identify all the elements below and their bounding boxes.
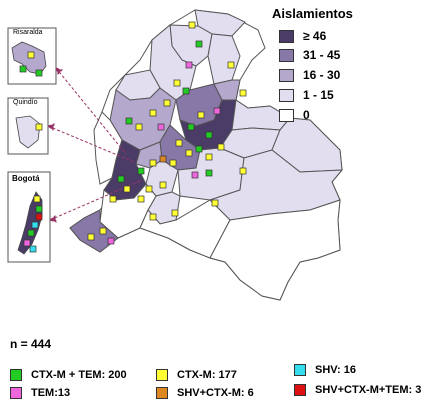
square-marker-icon	[195, 145, 203, 153]
square-marker-icon	[239, 167, 247, 175]
legend-label: 1 - 15	[303, 88, 334, 102]
legend-swatch	[279, 88, 294, 102]
legend-item-31-45: 31 - 45	[279, 47, 340, 63]
key-ctxm: CTX-M: 177	[156, 369, 237, 381]
key-shv-ctxm-tem: SHV+CTX-M+TEM: 3	[294, 384, 421, 396]
key-label: CTX-M: 177	[177, 369, 237, 381]
square-marker-icon	[163, 99, 171, 107]
legend-item-0: 0	[279, 107, 310, 123]
marker-layer	[19, 21, 247, 253]
key-ctxm-tem: CTX-M + TEM: 200	[10, 369, 127, 381]
square-marker-icon	[211, 199, 219, 207]
square-marker-icon	[195, 40, 203, 48]
legend-swatch	[279, 48, 294, 62]
square-marker-icon	[23, 239, 31, 247]
square-marker-icon	[35, 205, 43, 213]
region-amazonas	[209, 199, 341, 301]
square-marker-icon	[137, 167, 145, 175]
square-marker-icon	[99, 227, 107, 235]
sample-size: n = 444	[10, 337, 52, 351]
square-marker-icon	[294, 364, 306, 376]
square-marker-icon	[33, 195, 41, 203]
square-marker-icon	[156, 369, 168, 381]
legend-swatch	[279, 68, 294, 82]
square-marker-icon	[191, 171, 199, 179]
square-marker-icon	[173, 79, 181, 87]
key-label: SHV+CTX-M+TEM: 3	[315, 384, 422, 396]
square-marker-icon	[117, 175, 125, 183]
key-label: TEM:13	[31, 387, 71, 399]
inset-label-bogota: Bogotá	[12, 174, 40, 183]
key-shv-ctxm: SHV+CTX-M: 6	[156, 387, 254, 399]
square-marker-icon	[10, 369, 22, 381]
square-marker-icon	[159, 181, 167, 189]
square-marker-icon	[149, 159, 157, 167]
inset-label-risaralda: Risaralda	[13, 29, 43, 36]
square-marker-icon	[157, 123, 165, 131]
dashed-arrow-icon	[46, 67, 143, 223]
square-marker-icon	[185, 61, 193, 69]
square-marker-icon	[109, 195, 117, 203]
legend-title: Aislamientos	[272, 6, 353, 21]
key-shv: SHV: 16	[294, 364, 356, 376]
key-label: SHV: 16	[315, 364, 356, 376]
square-marker-icon	[188, 21, 196, 29]
square-marker-icon	[171, 209, 179, 217]
legend-label: 0	[303, 108, 310, 122]
square-marker-icon	[29, 245, 37, 253]
square-marker-icon	[31, 221, 39, 229]
legend-swatch	[279, 108, 294, 122]
square-marker-icon	[149, 109, 157, 117]
square-marker-icon	[294, 384, 306, 396]
square-marker-icon	[35, 123, 43, 131]
square-marker-icon	[213, 107, 221, 115]
region-norte-santander	[213, 79, 241, 101]
square-marker-icon	[175, 139, 183, 147]
key-label: CTX-M + TEM: 200	[31, 369, 127, 381]
square-marker-icon	[156, 387, 168, 399]
square-marker-icon	[217, 143, 225, 151]
square-marker-icon	[185, 149, 193, 157]
square-marker-icon	[123, 185, 131, 193]
square-marker-icon	[107, 237, 115, 245]
key-tem: TEM:13	[10, 387, 70, 399]
square-marker-icon	[137, 195, 145, 203]
square-marker-icon	[239, 89, 247, 97]
square-marker-icon	[145, 185, 153, 193]
square-marker-icon	[19, 65, 27, 73]
square-marker-icon	[135, 123, 143, 131]
square-marker-icon	[35, 69, 43, 77]
square-marker-icon	[197, 111, 205, 119]
key-label: SHV+CTX-M: 6	[177, 387, 254, 399]
legend-item-1-15: 1 - 15	[279, 87, 334, 103]
square-marker-icon	[205, 153, 213, 161]
square-marker-icon	[187, 123, 195, 131]
legend-item-46-plus: ≥ 46	[279, 28, 326, 44]
square-marker-icon	[35, 213, 43, 221]
square-marker-icon	[205, 131, 213, 139]
square-marker-icon	[169, 159, 177, 167]
inset-label-quindio: Quindío	[13, 99, 38, 106]
square-marker-icon	[159, 155, 167, 163]
square-marker-icon	[125, 117, 133, 125]
legend-swatch	[279, 29, 294, 43]
legend-label: ≥ 46	[303, 29, 327, 43]
inset-quindio-shape	[15, 115, 41, 149]
square-marker-icon	[227, 61, 235, 69]
square-marker-icon	[182, 87, 190, 95]
region-narino	[69, 209, 119, 253]
legend-label: 16 - 30	[303, 68, 341, 82]
square-marker-icon	[149, 213, 157, 221]
square-marker-icon	[10, 387, 22, 399]
square-marker-icon	[27, 229, 35, 237]
square-marker-icon	[27, 51, 35, 59]
legend-item-16-30: 16 - 30	[279, 67, 340, 83]
square-marker-icon	[87, 233, 95, 241]
legend-label: 31 - 45	[303, 48, 341, 62]
square-marker-icon	[205, 169, 213, 177]
